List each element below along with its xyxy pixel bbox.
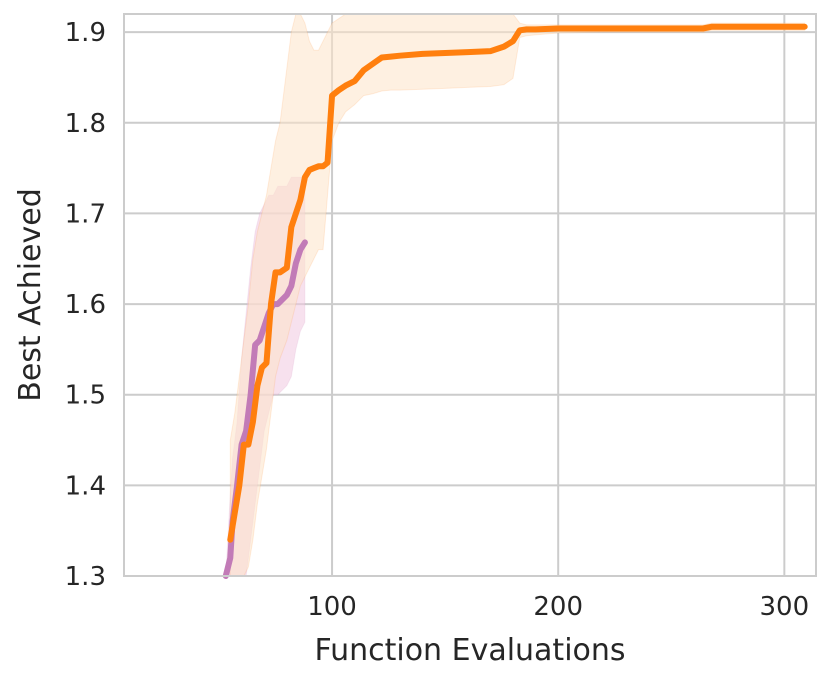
y-tick-label: 1.7 [65, 199, 106, 229]
confidence-band-2 [229, 13, 806, 577]
y-tick-label: 1.5 [65, 381, 106, 411]
x-tick-label: 300 [760, 592, 810, 622]
x-tick-labels: 100 200 300 [307, 592, 809, 622]
y-tick-label: 1.3 [65, 562, 106, 592]
y-tick-label: 1.8 [65, 109, 106, 139]
y-tick-labels: 1.3 1.4 1.5 1.6 1.7 1.8 1.9 [65, 18, 106, 592]
x-tick-label: 200 [533, 592, 583, 622]
series-lines [222, 23, 808, 579]
y-tick-label: 1.9 [65, 18, 106, 48]
y-tick-label: 1.6 [65, 290, 106, 320]
plot-frame [123, 13, 817, 577]
series-line-2 [227, 23, 808, 543]
y-tick-label: 1.4 [65, 471, 106, 501]
x-tick-label: 100 [307, 592, 357, 622]
plot-background [124, 14, 816, 576]
y-axis-label: Best Achieved [13, 188, 48, 402]
confidence-bands [225, 13, 806, 577]
x-axis-label: Function Evaluations [314, 633, 625, 668]
